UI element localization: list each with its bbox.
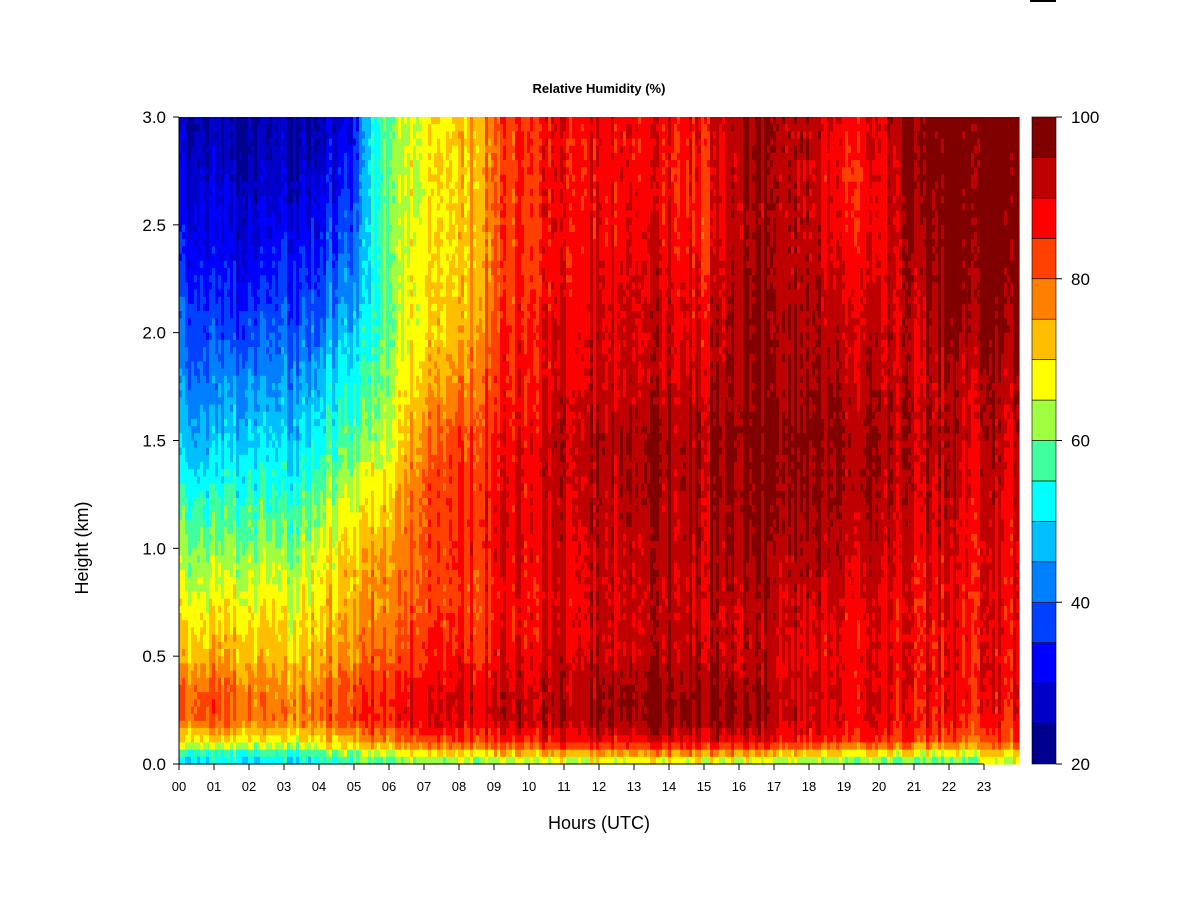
heatmap-plot [179,117,1020,765]
relative-humidity-chart: Relative Humidity (%) 00 01 02 03 04 05 06 07 08… [0,0,1200,900]
chart-title: Relative Humidity (%) [533,81,666,96]
